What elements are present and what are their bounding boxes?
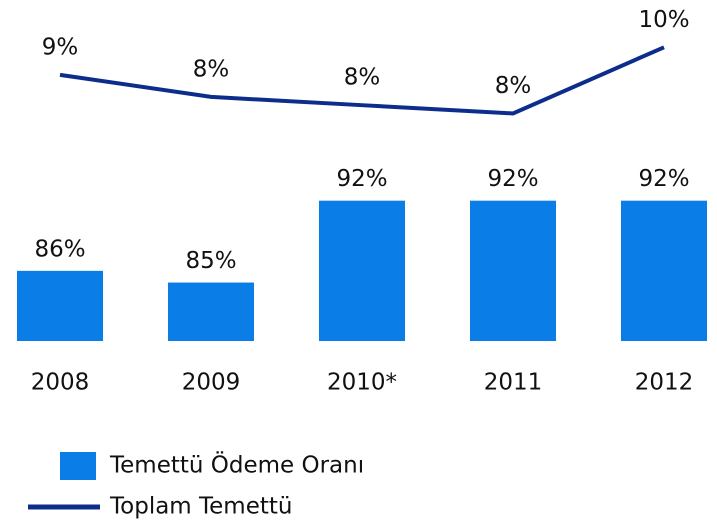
x-tick-label: 2009 — [182, 370, 241, 396]
data-label: 9% — [42, 34, 79, 60]
data-label: 92% — [487, 166, 538, 192]
legend-label: Toplam Temettü — [109, 494, 292, 520]
bar — [470, 200, 556, 341]
data-label: 86% — [34, 236, 85, 262]
x-tick-label: 2012 — [635, 370, 694, 396]
bar — [621, 200, 707, 341]
x-tick-label: 2008 — [31, 370, 90, 396]
legend-label: Temettü Ödeme Oranı — [109, 451, 364, 479]
data-label: 8% — [344, 65, 381, 91]
data-label: 10% — [638, 7, 689, 33]
bar — [17, 270, 103, 341]
x-tick-label: 2011 — [484, 370, 543, 396]
data-label: 85% — [185, 248, 236, 274]
data-label: 92% — [638, 166, 689, 192]
data-label: 92% — [336, 166, 387, 192]
data-label: 8% — [193, 56, 230, 82]
x-tick-label: 2010* — [327, 370, 397, 396]
data-label: 8% — [495, 73, 532, 99]
legend-swatch — [60, 452, 96, 480]
bar — [319, 200, 405, 341]
bar — [168, 282, 254, 341]
line — [59, 45, 665, 116]
